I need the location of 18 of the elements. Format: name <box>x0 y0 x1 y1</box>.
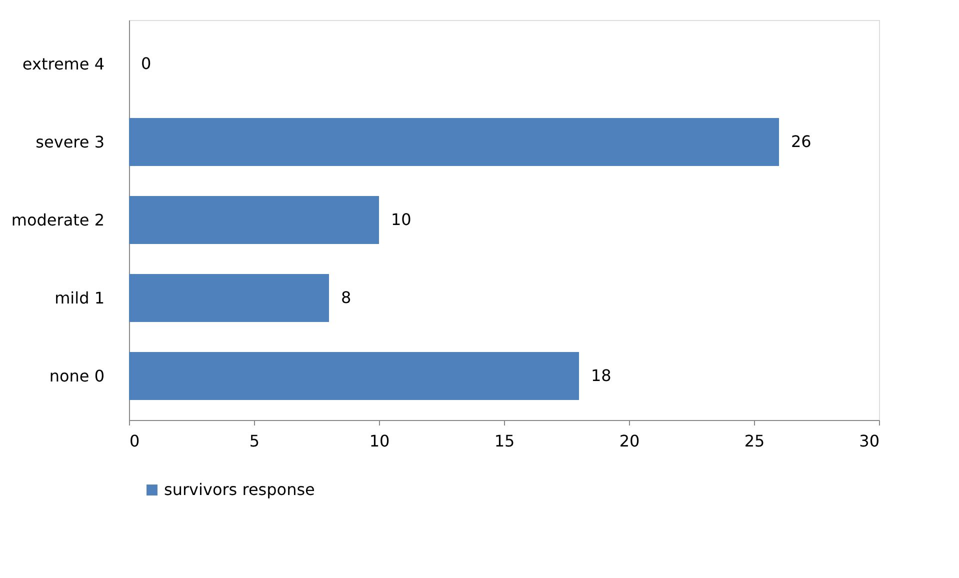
y-tick-label: mild 1 <box>54 288 104 308</box>
data-label: 10 <box>391 210 412 229</box>
y-tick-label: extreme 4 <box>22 54 104 74</box>
x-tick-label: 15 <box>494 432 515 450</box>
data-label: 26 <box>791 132 812 151</box>
x-tick-label: 30 <box>859 432 880 450</box>
x-tick-label: 5 <box>249 432 260 450</box>
x-tick-label: 20 <box>619 432 640 450</box>
legend-label: survivors response <box>164 480 315 499</box>
y-tick-label: none 0 <box>49 366 104 386</box>
y-tick-label: moderate 2 <box>11 210 104 230</box>
data-label: 0 <box>141 54 152 73</box>
y-tick-label: severe 3 <box>36 132 104 152</box>
x-tick-label: 25 <box>744 432 765 450</box>
data-label: 8 <box>341 288 352 307</box>
x-tick-label: 10 <box>369 432 390 450</box>
data-label: 18 <box>591 366 612 385</box>
x-tick-label: 0 <box>130 432 140 450</box>
